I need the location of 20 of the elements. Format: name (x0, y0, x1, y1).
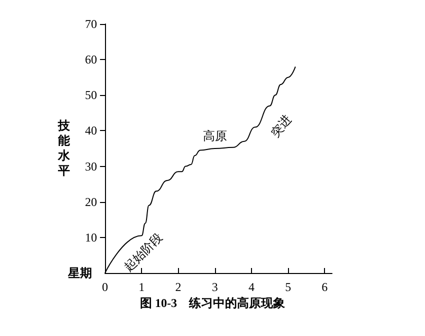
x-tick-label: 1 (138, 280, 145, 294)
y-axis-title: 技能水平 (57, 118, 71, 178)
y-tick-label: 30 (85, 159, 97, 174)
text: 图 10-3 练习中的高原现象 (140, 296, 285, 310)
x-tick-label: 4 (248, 280, 254, 294)
x-tick-label: 5 (285, 280, 292, 294)
x-tick-label: 2 (175, 280, 182, 294)
annotation: 起始阶段 (121, 230, 165, 274)
x-tick-label: 6 (322, 280, 328, 294)
y-tick-label: 20 (85, 194, 97, 209)
annotation: 突进 (268, 112, 294, 140)
x-tick-label: 0 (102, 280, 108, 294)
y-tick-label: 70 (85, 17, 97, 31)
x-tick-label: 3 (212, 280, 218, 294)
annotation: 高原 (203, 129, 227, 143)
y-tick-label: 60 (85, 52, 97, 67)
x-axis-title: 星期 (67, 266, 92, 280)
y-tick-label: 40 (85, 124, 97, 138)
y-tick-label: 50 (85, 88, 97, 102)
y-tick-label: 10 (85, 230, 97, 244)
